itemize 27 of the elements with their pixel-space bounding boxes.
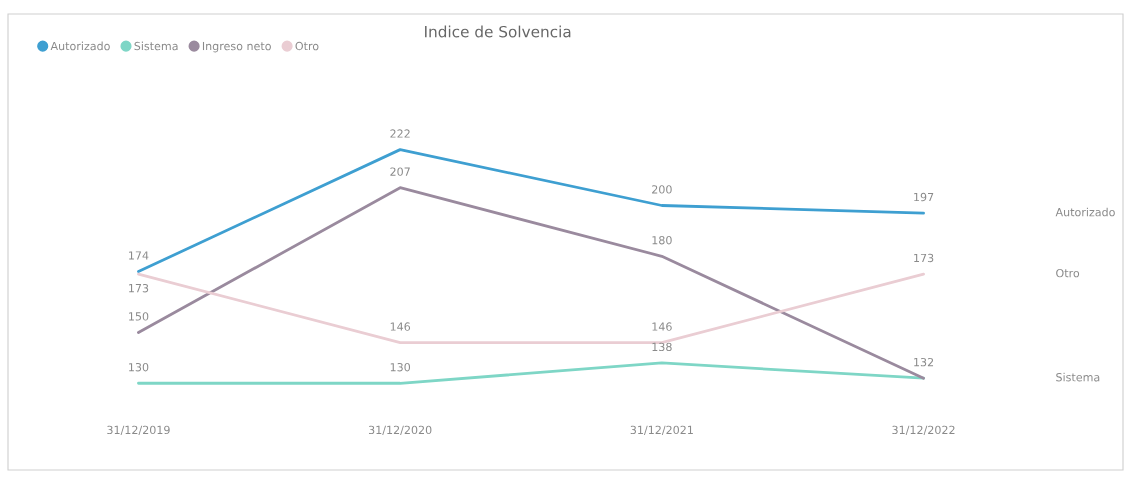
chart-title: Indice de Solvencia xyxy=(425,25,571,38)
data-label: 138 xyxy=(652,342,672,352)
data-label: 132 xyxy=(914,357,934,367)
data-label: 222 xyxy=(390,129,410,138)
x-tick-label: 31/12/2019 xyxy=(107,425,170,435)
legend-label: Autorizado xyxy=(50,41,110,51)
data-label: 146 xyxy=(652,322,672,331)
data-label: 173 xyxy=(914,253,934,263)
data-label: 200 xyxy=(652,185,672,194)
data-label: 180 xyxy=(652,236,672,245)
data-label: 146 xyxy=(390,322,411,331)
legend-label: Ingreso neto xyxy=(202,41,271,53)
data-label: 130 xyxy=(129,362,149,372)
legend-label: Otro xyxy=(295,41,319,51)
legend-label: Sistema xyxy=(134,41,178,51)
text: Sistema xyxy=(1056,372,1100,382)
data-label: 150 xyxy=(129,312,149,321)
data-label: 207 xyxy=(390,167,410,176)
data-label: 130 xyxy=(390,362,411,372)
data-label: 173 xyxy=(129,283,149,293)
text: Otro xyxy=(1056,268,1080,278)
x-tick-label: 31/12/2021 xyxy=(630,425,693,435)
x-tick-label: 31/12/2020 xyxy=(368,425,432,435)
data-label: 174 xyxy=(129,251,149,260)
x-tick-label: 31/12/2022 xyxy=(892,425,955,435)
data-label: 197 xyxy=(914,192,934,202)
text: Autorizado xyxy=(1055,207,1115,217)
